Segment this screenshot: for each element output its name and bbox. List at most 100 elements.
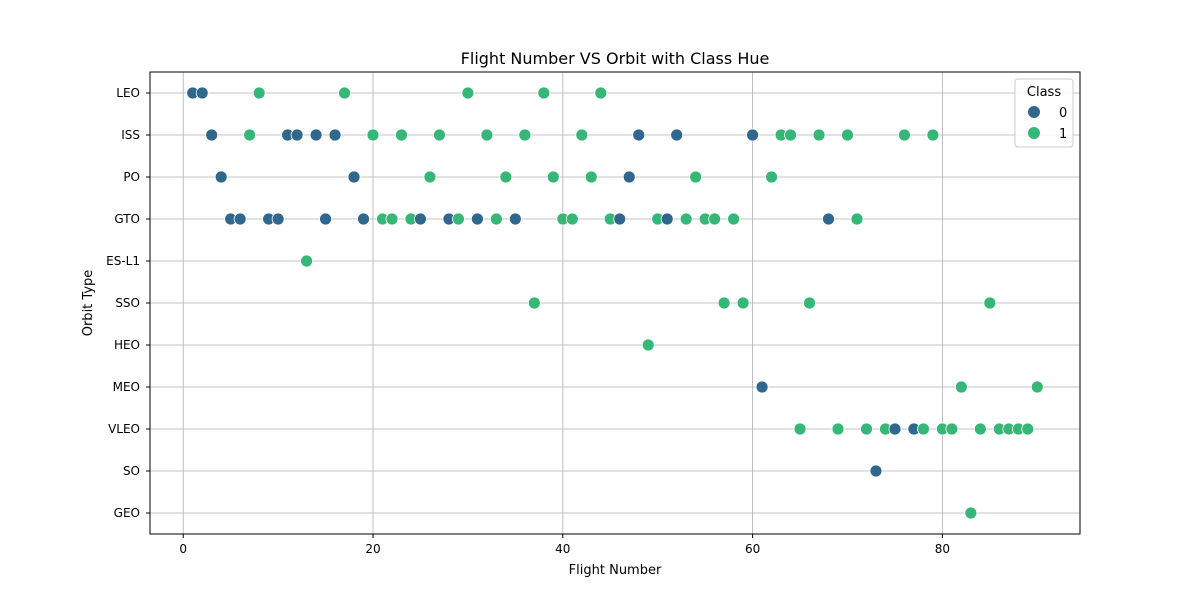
data-point-class-0	[632, 128, 646, 142]
data-point-class-0	[309, 128, 323, 142]
data-point-class-1	[252, 86, 266, 100]
data-point-class-1	[727, 212, 741, 226]
data-point-class-0	[470, 212, 484, 226]
data-point-class-1	[983, 296, 997, 310]
x-tick-label: 20	[365, 542, 380, 556]
data-point-class-1	[546, 170, 560, 184]
chart-title: Flight Number VS Orbit with Class Hue	[461, 49, 770, 68]
y-tick-label: ISS	[121, 128, 140, 142]
data-point-class-0	[869, 464, 883, 478]
data-point-class-1	[812, 128, 826, 142]
data-point-class-1	[499, 170, 513, 184]
y-tick-label: HEO	[114, 338, 140, 352]
data-point-class-0	[233, 212, 247, 226]
data-point-class-1	[461, 86, 475, 100]
data-point-class-1	[366, 128, 380, 142]
data-point-class-1	[689, 170, 703, 184]
x-axis-label: Flight Number	[569, 563, 662, 578]
legend-label-class-1: 1	[1059, 127, 1067, 142]
data-point-class-0	[328, 128, 342, 142]
y-tick-label: SO	[123, 464, 140, 478]
y-tick-label: ES-L1	[106, 254, 140, 268]
data-point-class-1	[954, 380, 968, 394]
data-point-class-0	[508, 212, 522, 226]
data-point-class-1	[850, 212, 864, 226]
data-point-class-1	[841, 128, 854, 142]
x-tick-label: 40	[555, 542, 570, 556]
data-point-class-1	[860, 422, 873, 436]
data-point-class-1	[575, 128, 589, 142]
data-point-class-1	[518, 128, 532, 142]
legend-label-class-0: 0	[1059, 106, 1067, 121]
data-point-class-1	[945, 422, 959, 436]
data-point-class-1	[679, 212, 693, 226]
data-point-class-1	[717, 296, 731, 310]
y-tick-label: LEO	[116, 86, 140, 100]
x-tick-label: 80	[935, 542, 950, 556]
y-tick-label: GTO	[114, 212, 140, 226]
data-point-class-0	[746, 128, 760, 142]
data-point-class-1	[898, 128, 911, 142]
data-point-class-0	[613, 212, 627, 226]
data-point-class-1	[433, 128, 446, 142]
data-point-class-1	[300, 254, 313, 268]
data-point-class-1	[565, 212, 579, 226]
data-point-class-1	[1030, 380, 1044, 394]
y-axis-label: Orbit Type	[81, 270, 96, 337]
data-point-class-1	[338, 86, 351, 100]
y-tick-label: PO	[123, 170, 140, 184]
data-point-class-0	[660, 212, 674, 226]
data-point-class-1	[423, 170, 437, 184]
data-point-class-1	[584, 170, 598, 184]
data-point-class-1	[489, 212, 503, 226]
legend-marker-class-1	[1028, 127, 1040, 139]
x-tick-label: 0	[179, 542, 187, 556]
data-point-class-0	[357, 212, 370, 226]
data-point-class-0	[271, 212, 285, 226]
data-point-class-1	[452, 212, 465, 226]
data-point-class-0	[195, 86, 209, 100]
data-point-class-0	[347, 170, 361, 184]
data-point-class-1	[537, 86, 551, 100]
data-point-class-1	[793, 422, 807, 436]
data-point-class-0	[214, 170, 228, 184]
data-point-class-0	[414, 212, 427, 226]
y-tick-label: SSO	[115, 296, 140, 310]
data-point-class-0	[755, 380, 769, 394]
data-point-class-1	[594, 86, 608, 100]
data-points	[186, 86, 1044, 520]
data-point-class-1	[803, 296, 816, 310]
data-point-class-1	[385, 212, 399, 226]
data-point-class-1	[973, 422, 987, 436]
data-point-class-1	[395, 128, 408, 142]
data-point-class-1	[831, 422, 845, 436]
data-point-class-1	[1021, 422, 1035, 436]
data-point-class-1	[736, 296, 750, 310]
data-point-class-1	[926, 128, 940, 142]
legend-marker-class-0	[1028, 106, 1040, 118]
data-point-class-0	[822, 212, 835, 226]
data-point-class-1	[917, 422, 930, 436]
legend: Class 0 1	[1014, 78, 1074, 148]
grid-lines	[150, 72, 1080, 534]
data-point-class-0	[622, 170, 636, 184]
x-axis-ticks: 0 20 40 60 80	[179, 534, 950, 556]
data-point-class-1	[964, 506, 978, 520]
legend-title: Class	[1027, 85, 1061, 100]
y-tick-label: GEO	[114, 506, 140, 520]
data-point-class-1	[641, 338, 655, 352]
data-point-class-1	[765, 170, 778, 184]
data-point-class-0	[290, 128, 304, 142]
y-tick-label: MEO	[113, 380, 140, 394]
data-point-class-0	[670, 128, 684, 142]
x-tick-label: 60	[745, 542, 760, 556]
data-point-class-1	[527, 296, 541, 310]
data-point-class-1	[784, 128, 797, 142]
data-point-class-1	[480, 128, 494, 142]
data-point-class-1	[708, 212, 722, 226]
data-point-class-0	[205, 128, 219, 142]
y-axis-ticks: LEO ISS PO GTO ES-L1 SSO HEO MEO VLEO SO GEO	[106, 86, 150, 520]
data-point-class-0	[888, 422, 902, 436]
data-point-class-1	[243, 128, 257, 142]
